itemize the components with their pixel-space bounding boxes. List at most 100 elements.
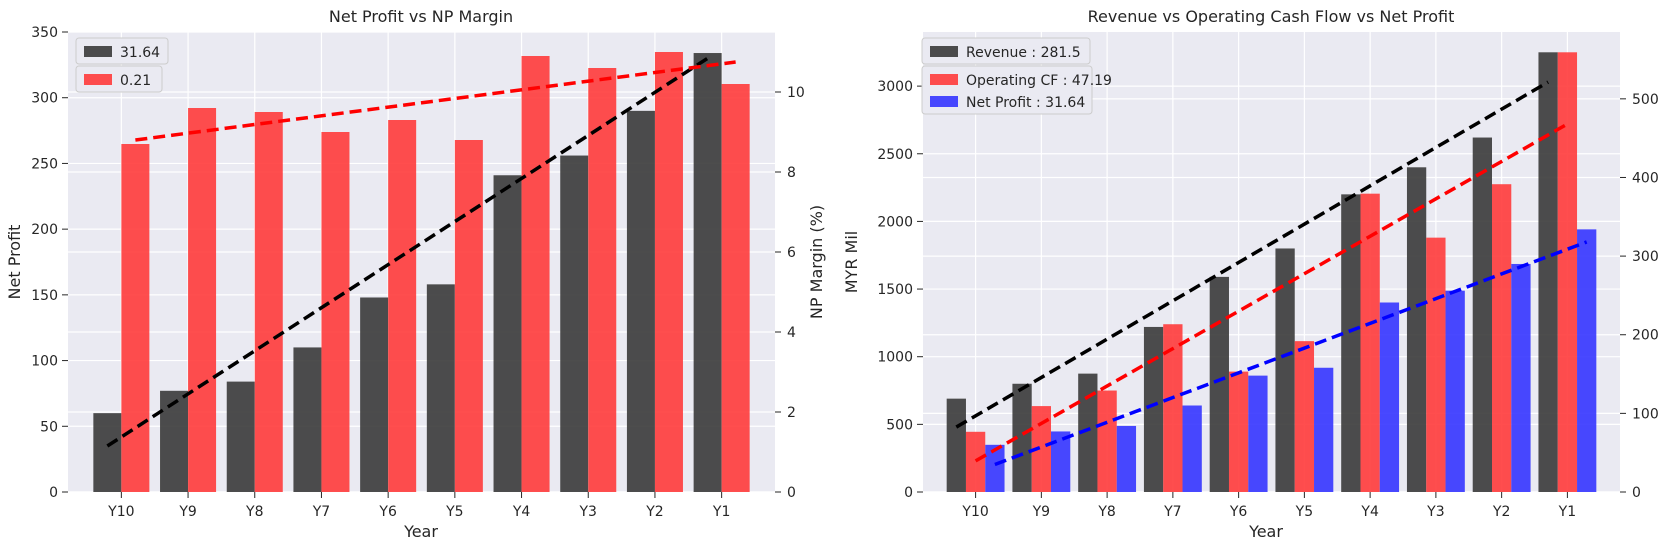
x-tick-label: Y3 [579,504,597,520]
y-right-tick-label: 0 [1632,485,1641,501]
y-right-tick-label: 100 [1632,406,1659,422]
bar-operating-cf-Y7 [1163,324,1183,492]
legend-label-net-profit: Net Profit : 31.64 [966,95,1085,111]
bar-operating-cf-Y3 [1426,237,1446,492]
bar-net-profit-Y3 [560,155,589,493]
legend-box [75,37,169,65]
bar-np-margin-Y2 [654,52,683,492]
bar-np-margin-Y6 [388,120,417,492]
y-tick-label: 150 [31,288,58,304]
legend-right: Revenue : 281.5 Operating CF : 47.19 Net P… [921,37,1112,115]
y-right-tick-label: 8 [787,165,796,181]
bar-net-profit-Y6 [360,297,389,492]
bar-operating-cf-Y10 [965,431,986,492]
bar-np-margin-Y5 [454,140,483,492]
bar-net-profit-Y7 [293,347,322,492]
y-axis-label-right: NP Margin (%) [807,205,826,319]
legend-label-np-margin: 0.21 [120,73,151,89]
bar-np-margin-Y1 [721,84,750,492]
x-tick-label: Y7 [1163,504,1181,520]
chart-title-right: Revenue vs Operating Cash Flow vs Net Pr… [1088,7,1455,26]
bar-net-profit-Y6 [1248,375,1268,492]
legend-swatch-revenue [930,46,958,57]
bar-net-profit-Y9 [160,390,189,492]
x-tick-label: Y10 [107,504,134,520]
bar-operating-cf-Y9 [1031,406,1052,492]
x-tick-label: Y8 [245,504,263,520]
y-tick-label: 1000 [877,350,913,366]
legend-box [921,65,1093,115]
legend-swatch-operating-cf [930,74,958,85]
x-tick-label: Y6 [1229,504,1248,520]
bar-np-margin-Y3 [588,68,617,492]
bar-net-profit-Y4 [493,175,522,492]
chart-title-left: Net Profit vs NP Margin [329,7,513,26]
x-tick-label: Y4 [512,504,531,520]
legend-label-operating-cf: Operating CF : 47.19 [966,73,1112,89]
bar-revenue-Y8 [1078,373,1098,492]
ticks-right: 0 500 1000 1500 2000 2500 3000 0 100 200 300 400 500… [877,79,1658,520]
legend-left: 31.64 0.21 [75,37,169,93]
bar-revenue-Y6 [1209,276,1229,492]
trendlines-right [955,80,1588,467]
y-tick-label: 0 [49,485,58,501]
legend-swatch-net-profit [930,96,958,107]
trendline-np-margin [135,60,736,142]
legend-box [921,37,1091,65]
chart-revenue-vs-ocf-vs-net-profit: 0 500 1000 1500 2000 2500 3000 0 100 200 300 400 500… [842,7,1659,541]
trendline-net-profit [106,56,709,448]
y-axis-label-right-chart: MYR Mil [842,231,861,293]
x-tick-label: Y8 [1097,504,1115,520]
y-right-tick-label: 0 [787,485,796,501]
chart-net-profit-vs-np-margin: 0 50 100 150 200 250 300 350 0 2 4 6 8 10 Y10 Y9 Y8 Y7 Y6 Y… [5,7,826,541]
y-tick-label: 500 [886,417,913,433]
y-right-tick-label: 6 [787,245,796,261]
y-tick-label: 1500 [877,282,913,298]
bar-revenue-Y7 [1143,326,1164,492]
bar-revenue-Y3 [1406,167,1427,492]
ticks-left: 0 50 100 150 200 250 300 350 0 2 4 6 8 10 Y10 Y9 Y8 Y7 Y6 Y… [31,25,805,520]
x-tick-label: Y9 [178,504,196,520]
y-tick-label: 200 [31,222,58,238]
bar-net-profit-Y8 [226,381,255,492]
trendlines-left [106,56,736,448]
bar-net-profit-Y1 [693,53,722,493]
y-tick-label: 300 [31,91,58,107]
y-tick-label: 0 [904,485,913,501]
bars-right [946,52,1597,493]
bar-np-margin-Y7 [321,132,350,492]
bar-np-margin-Y10 [121,144,150,492]
y-axis-label-left: Net Profit [5,225,24,300]
bar-revenue-Y10 [946,398,966,492]
bars-left [93,52,750,493]
bar-operating-cf-Y8 [1097,390,1117,492]
legend-swatch-net-profit [84,46,112,57]
bar-np-margin-Y9 [188,108,217,492]
bar-net-profit-Y2 [1511,263,1531,492]
x-tick-label: Y4 [1360,504,1379,520]
x-axis-label-right: Year [1248,522,1283,541]
bar-revenue-Y2 [1472,137,1492,492]
x-tick-label: Y9 [1032,504,1050,520]
legend-label-net-profit: 31.64 [120,45,160,61]
y-tick-label: 2500 [877,147,913,163]
bar-net-profit-Y3 [1445,290,1465,492]
legend-label-revenue: Revenue : 281.5 [966,45,1081,61]
y-right-tick-label: 4 [787,325,796,341]
bar-operating-cf-Y6 [1228,371,1249,492]
legend-box [75,65,163,93]
bar-revenue-Y4 [1341,194,1361,492]
y-right-tick-label: 500 [1632,92,1659,108]
y-tick-label: 250 [31,156,58,172]
bar-net-profit-Y10 [93,413,122,492]
bar-net-profit-Y10 [985,444,1005,492]
y-right-tick-label: 200 [1632,328,1659,344]
trendline-revenue [955,80,1549,429]
x-tick-label: Y3 [1426,504,1444,520]
y-right-tick-label: 2 [787,405,796,421]
y-tick-label: 3000 [877,79,913,95]
x-tick-label: Y5 [445,504,463,520]
y-tick-label: 2000 [877,214,913,230]
bar-np-margin-Y4 [521,56,550,492]
